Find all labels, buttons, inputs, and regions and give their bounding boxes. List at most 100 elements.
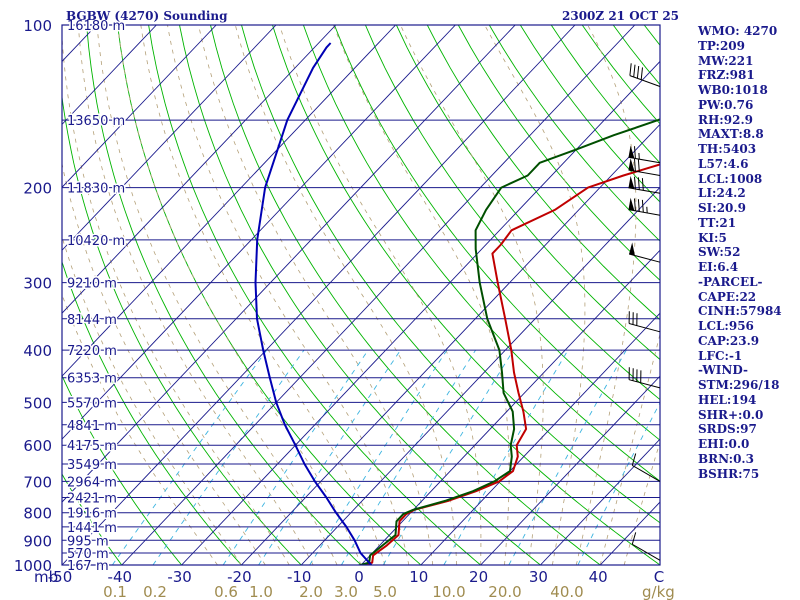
temperature-tick-label: -10	[287, 568, 312, 586]
temperature-tick-label: 30	[529, 568, 548, 586]
wind-barb-feather	[634, 176, 636, 190]
index-item: -WIND-	[698, 363, 748, 378]
height-label: 11830 m	[67, 182, 125, 197]
wind-barb-feather	[629, 63, 632, 76]
mixing-ratio-label: 0.2	[143, 583, 167, 600]
isotherm	[62, 25, 157, 126]
index-item: BRN:0.3	[698, 451, 754, 466]
wind-barb-feather	[637, 177, 640, 190]
index-item: LI:24.2	[698, 186, 746, 201]
mixing-ratio-line	[309, 349, 448, 565]
wind-barb-feather	[640, 67, 643, 80]
index-item: TP:209	[698, 38, 746, 53]
isotherm	[62, 25, 576, 565]
moist-adiabat	[279, 25, 482, 565]
wind-barb	[628, 242, 661, 263]
pressure-label: 1000	[14, 557, 52, 575]
wind-barb-feather	[641, 199, 644, 213]
mixing-ratio-line	[443, 349, 569, 565]
wind-barb-staff	[632, 543, 661, 561]
wind-barb-flag	[628, 176, 635, 189]
wind-barb-feather	[631, 532, 637, 545]
isotherm	[62, 25, 516, 503]
index-item: RH:92.9	[698, 112, 753, 127]
index-item: FRZ:981	[698, 68, 755, 83]
pressure-label: 900	[23, 532, 52, 550]
isotherm	[480, 375, 660, 565]
wind-barb	[628, 367, 661, 389]
index-item: SHR+:0.0	[698, 407, 764, 422]
wind-barb	[628, 197, 661, 216]
moist-adiabat	[400, 25, 544, 565]
index-item: CAPE:22	[698, 289, 757, 304]
isotherm	[360, 249, 660, 565]
height-label: 10420 m	[67, 234, 125, 249]
mixing-ratio-label: 1.0	[249, 583, 273, 600]
pressure-label: 400	[23, 342, 52, 360]
isotherm	[241, 123, 660, 565]
dry-adiabat	[272, 25, 660, 524]
mixing-ratio-label: 20.0	[488, 583, 521, 600]
index-item: TH:5403	[698, 142, 757, 156]
index-item: TT:21	[698, 215, 737, 230]
isotherm	[62, 25, 337, 314]
plot-frame	[61, 24, 661, 566]
isotherm	[62, 25, 456, 440]
wind-barb-staff	[629, 75, 661, 87]
wind-barb	[628, 176, 661, 194]
pressure-label: 700	[23, 473, 52, 491]
temperature-tick-label: -40	[108, 568, 133, 586]
temperature-tick-label: -30	[167, 568, 192, 586]
isotherm	[300, 186, 660, 565]
mixing-ratio-label: 5.0	[373, 583, 397, 600]
wind-barb-staff	[628, 253, 661, 263]
index-item: -PARCEL-	[698, 274, 763, 289]
wind-barb-feather	[631, 453, 637, 466]
wind-barb-staff	[628, 323, 661, 333]
isotherm	[62, 25, 277, 251]
wind-barb-staff	[628, 187, 661, 194]
index-item: WMO: 4270	[698, 24, 778, 38]
index-item: PW:0.76	[698, 97, 754, 112]
chart-title: BGBW (4270) Sounding	[66, 9, 228, 23]
height-label: 2964 m	[67, 475, 117, 490]
height-label: 9210 m	[67, 277, 117, 292]
index-item: L57:4.6	[698, 156, 749, 171]
wind-barb-feather	[634, 198, 636, 211]
mixing-ratio-line	[341, 349, 476, 565]
wind-barb-flag	[628, 197, 635, 211]
temperature-line	[359, 163, 660, 565]
height-label: 995 m	[67, 534, 109, 549]
pressure-label: 600	[23, 437, 52, 455]
index-item: HEL:194	[698, 392, 757, 407]
pressure-label: 500	[23, 394, 52, 412]
wind-barb-staff	[632, 464, 661, 482]
height-label: 7220 m	[67, 344, 117, 359]
wind-barb-feather	[637, 159, 640, 172]
wind-barb-feather	[633, 64, 636, 78]
index-item: BSHR:75	[698, 466, 760, 481]
moist-adiabat	[167, 25, 410, 565]
wind-barb	[629, 63, 661, 87]
height-label: 570 m	[67, 547, 109, 562]
index-item: CAP:23.9	[698, 333, 760, 348]
isotherm	[540, 438, 660, 565]
isotherm	[62, 25, 396, 377]
isotherm	[181, 60, 660, 565]
pressure-unit-label: mb	[34, 568, 58, 586]
moist-adiabat	[117, 25, 362, 565]
height-label: 5570 m	[67, 396, 117, 411]
wind-barb-flag	[629, 242, 635, 256]
wind-barb-feather	[641, 178, 644, 191]
isotherm	[62, 25, 217, 188]
height-label: 4841 m	[67, 419, 117, 434]
mixing-ratio-line	[258, 349, 401, 565]
mixing-ratio-unit-label: g/kg	[642, 583, 675, 600]
temperature-tick-label: 20	[469, 568, 488, 586]
temperature-tick-label: 0	[354, 568, 364, 586]
wind-barb-feather	[634, 146, 636, 159]
wind-barb-staff	[628, 379, 661, 389]
parcel-line	[254, 42, 373, 565]
wind-barb	[628, 158, 661, 176]
